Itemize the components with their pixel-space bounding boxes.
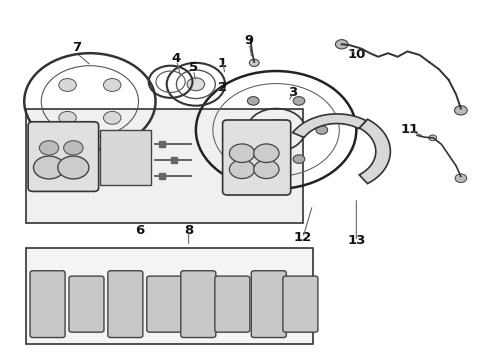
FancyBboxPatch shape — [222, 120, 290, 195]
Circle shape — [103, 111, 121, 124]
Circle shape — [224, 126, 236, 134]
Circle shape — [249, 59, 259, 66]
Circle shape — [58, 156, 89, 179]
FancyBboxPatch shape — [251, 271, 286, 338]
FancyBboxPatch shape — [283, 276, 317, 332]
Text: 5: 5 — [188, 61, 198, 74]
Circle shape — [247, 96, 259, 105]
Text: 6: 6 — [135, 224, 144, 237]
Polygon shape — [359, 119, 389, 184]
Circle shape — [253, 160, 279, 179]
Text: 13: 13 — [346, 234, 365, 247]
Circle shape — [63, 141, 83, 155]
FancyBboxPatch shape — [181, 271, 215, 338]
Text: 7: 7 — [72, 41, 81, 54]
Circle shape — [454, 106, 466, 115]
FancyBboxPatch shape — [214, 276, 249, 332]
Circle shape — [315, 126, 327, 134]
Circle shape — [262, 120, 289, 140]
Circle shape — [292, 96, 304, 105]
Circle shape — [39, 141, 59, 155]
Text: 1: 1 — [218, 57, 227, 71]
FancyBboxPatch shape — [26, 248, 312, 344]
Circle shape — [229, 160, 254, 179]
FancyBboxPatch shape — [28, 122, 99, 192]
Circle shape — [253, 144, 279, 162]
FancyBboxPatch shape — [100, 130, 151, 185]
Circle shape — [59, 111, 76, 124]
Text: 8: 8 — [183, 224, 193, 237]
Text: 4: 4 — [171, 52, 181, 65]
FancyBboxPatch shape — [69, 276, 104, 332]
FancyBboxPatch shape — [108, 271, 142, 338]
Circle shape — [454, 174, 466, 183]
Text: 3: 3 — [288, 86, 297, 99]
Circle shape — [187, 78, 204, 91]
Text: 9: 9 — [244, 34, 253, 47]
Polygon shape — [292, 114, 366, 138]
Circle shape — [247, 155, 259, 163]
Text: 10: 10 — [346, 49, 365, 62]
Circle shape — [335, 40, 347, 49]
Circle shape — [292, 155, 304, 163]
FancyBboxPatch shape — [30, 271, 65, 338]
Circle shape — [428, 135, 436, 141]
FancyBboxPatch shape — [26, 109, 302, 223]
Circle shape — [103, 78, 121, 91]
FancyBboxPatch shape — [146, 276, 182, 332]
Circle shape — [229, 144, 254, 162]
Text: 12: 12 — [293, 231, 311, 244]
Circle shape — [33, 156, 64, 179]
Circle shape — [59, 78, 76, 91]
Text: 11: 11 — [400, 123, 418, 136]
Text: 2: 2 — [218, 81, 227, 94]
